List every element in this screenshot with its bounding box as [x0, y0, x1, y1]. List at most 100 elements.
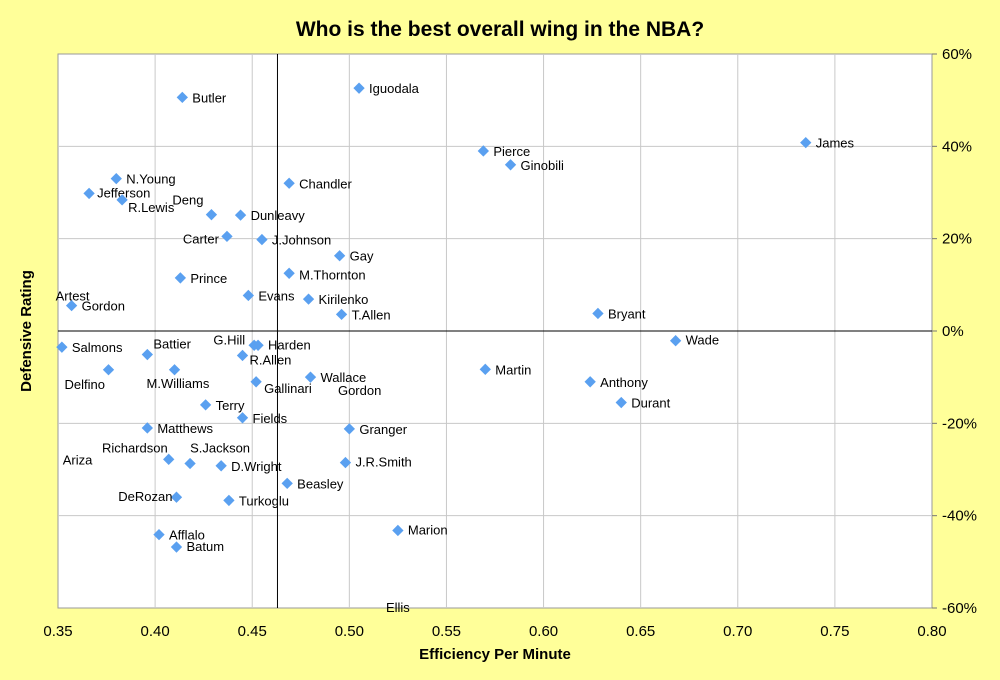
point-jefferson-label: Jefferson: [97, 185, 150, 200]
point-gordon-label: Gordon: [82, 299, 125, 314]
point-beasley-marker: [281, 477, 293, 490]
y-tick-label: 20%: [942, 231, 972, 248]
point-pierce-label: Pierce: [493, 144, 530, 159]
point-richardson-marker: [163, 453, 175, 466]
point-iguodala-label: Iguodala: [369, 81, 420, 96]
y-tick-label: -20%: [942, 415, 977, 432]
point-james-label: James: [816, 136, 855, 151]
chart-title: Who is the best overall wing in the NBA?: [296, 18, 704, 41]
point-pierce-marker: [477, 145, 490, 157]
point-kirilenko-marker: [302, 293, 315, 305]
point-wade-label: Wade: [686, 333, 719, 348]
point-marion-label: Marion: [408, 522, 448, 537]
point-batum-marker: [170, 541, 183, 553]
point-d-wright-marker: [215, 460, 227, 472]
y-tick-label: 40%: [942, 138, 972, 155]
point-salmons-label: Salmons: [72, 340, 123, 355]
point-ginobili-marker: [504, 159, 517, 171]
y-tick-label: 60%: [942, 46, 972, 63]
point-n-young-label: N.Young: [126, 172, 175, 187]
x-tick-label: 0.55: [432, 623, 461, 640]
point-durant-label: Durant: [631, 396, 670, 411]
point-turkoglu-marker: [223, 494, 235, 507]
point-artest-label: Artest: [56, 289, 90, 304]
point-gallinari-label: Gallinari: [264, 381, 312, 396]
point-dunleavy-label: Dunleavy: [251, 208, 306, 223]
point-granger-marker: [343, 423, 355, 435]
point-turkoglu-label: Turkoglu: [239, 493, 289, 508]
point-j-r-smith-marker: [339, 456, 352, 469]
point-m-thornton-label: M.Thornton: [299, 267, 365, 282]
point-wade-marker: [669, 335, 682, 347]
x-tick-label: 0.60: [529, 623, 558, 640]
y-tick-label: 0%: [942, 323, 964, 340]
point-terry-label: Terry: [216, 398, 245, 413]
point-kirilenko-label: Kirilenko: [319, 292, 369, 307]
x-tick-label: 0.70: [723, 623, 752, 640]
point-j-r-smith-label: J.R.Smith: [355, 455, 411, 470]
x-tick-label: 0.45: [238, 623, 267, 640]
point-derozan-marker: [170, 491, 183, 503]
point-deng-marker: [205, 209, 218, 221]
x-tick-label: 0.35: [43, 623, 72, 640]
point-richardson-label: Richardson: [102, 440, 168, 455]
point-m-williams-label: M.Williams: [147, 376, 210, 391]
point-chandler-label: Chandler: [299, 176, 352, 191]
y-axis-title: Defensive Rating: [18, 270, 35, 392]
point-gordon-label: Gordon: [338, 383, 381, 398]
point-wallace-marker: [304, 371, 317, 383]
y-tick-label: -60%: [942, 600, 977, 617]
point-s-jackson-marker: [184, 457, 196, 470]
x-tick-label: 0.75: [820, 623, 849, 640]
point-prince-label: Prince: [190, 271, 227, 286]
x-axis-title: Efficiency Per Minute: [419, 646, 571, 663]
point-s-jackson-label: S.Jackson: [190, 440, 250, 455]
point-fields-marker: [236, 412, 249, 424]
point-deng-label: Deng: [172, 193, 203, 208]
point-wallace-label: Wallace: [320, 370, 366, 385]
point-anthony-label: Anthony: [600, 375, 648, 390]
point-delfino-label: Delfino: [64, 377, 104, 392]
point-battier-label: Battier: [153, 337, 191, 352]
point-evans-marker: [242, 289, 254, 302]
point-battier-marker: [141, 348, 153, 361]
point-fields-label: Fields: [253, 411, 288, 426]
point-batum-label: Batum: [186, 539, 224, 554]
point-beasley-label: Beasley: [297, 476, 344, 491]
point-ellis-label: Ellis: [386, 600, 410, 615]
point-martin-marker: [479, 363, 491, 375]
point-gay-label: Gay: [350, 249, 374, 264]
point-anthony-marker: [584, 376, 596, 388]
point-terry-marker: [199, 399, 212, 411]
y-tick-label: -40%: [942, 508, 977, 525]
point-carter-label: Carter: [183, 231, 220, 246]
point-carter-marker: [221, 230, 233, 243]
point-m-thornton-marker: [283, 267, 295, 279]
point-ariza-label: Ariza: [63, 452, 93, 467]
point-j-johnson-marker: [256, 233, 268, 246]
point-ginobili-label: Ginobili: [521, 158, 564, 173]
point-bryant-label: Bryant: [608, 306, 646, 321]
point-t-allen-label: T.Allen: [352, 307, 391, 322]
point-m-williams-marker: [168, 364, 181, 376]
point-g-hill-label: G.Hill: [213, 332, 245, 347]
point-harden-label: Harden: [268, 337, 311, 352]
point-r-allen-label: R.Allen: [250, 352, 292, 367]
point-r-allen-marker: [236, 349, 249, 362]
point-durant-marker: [615, 396, 627, 409]
point-afflalo-label: Afflalo: [169, 528, 205, 543]
point-james-marker: [800, 136, 812, 149]
point-chandler-marker: [283, 177, 295, 189]
point-martin-label: Martin: [495, 362, 531, 377]
point-prince-marker: [174, 272, 187, 284]
point-afflalo-marker: [153, 528, 165, 541]
point-evans-label: Evans: [258, 288, 295, 303]
point-derozan-label: DeRozan: [118, 489, 172, 504]
point-bryant-marker: [592, 307, 604, 320]
x-tick-label: 0.40: [141, 623, 170, 640]
x-tick-label: 0.65: [626, 623, 655, 640]
point-gay-marker: [333, 250, 346, 262]
point-t-allen-marker: [335, 308, 348, 321]
